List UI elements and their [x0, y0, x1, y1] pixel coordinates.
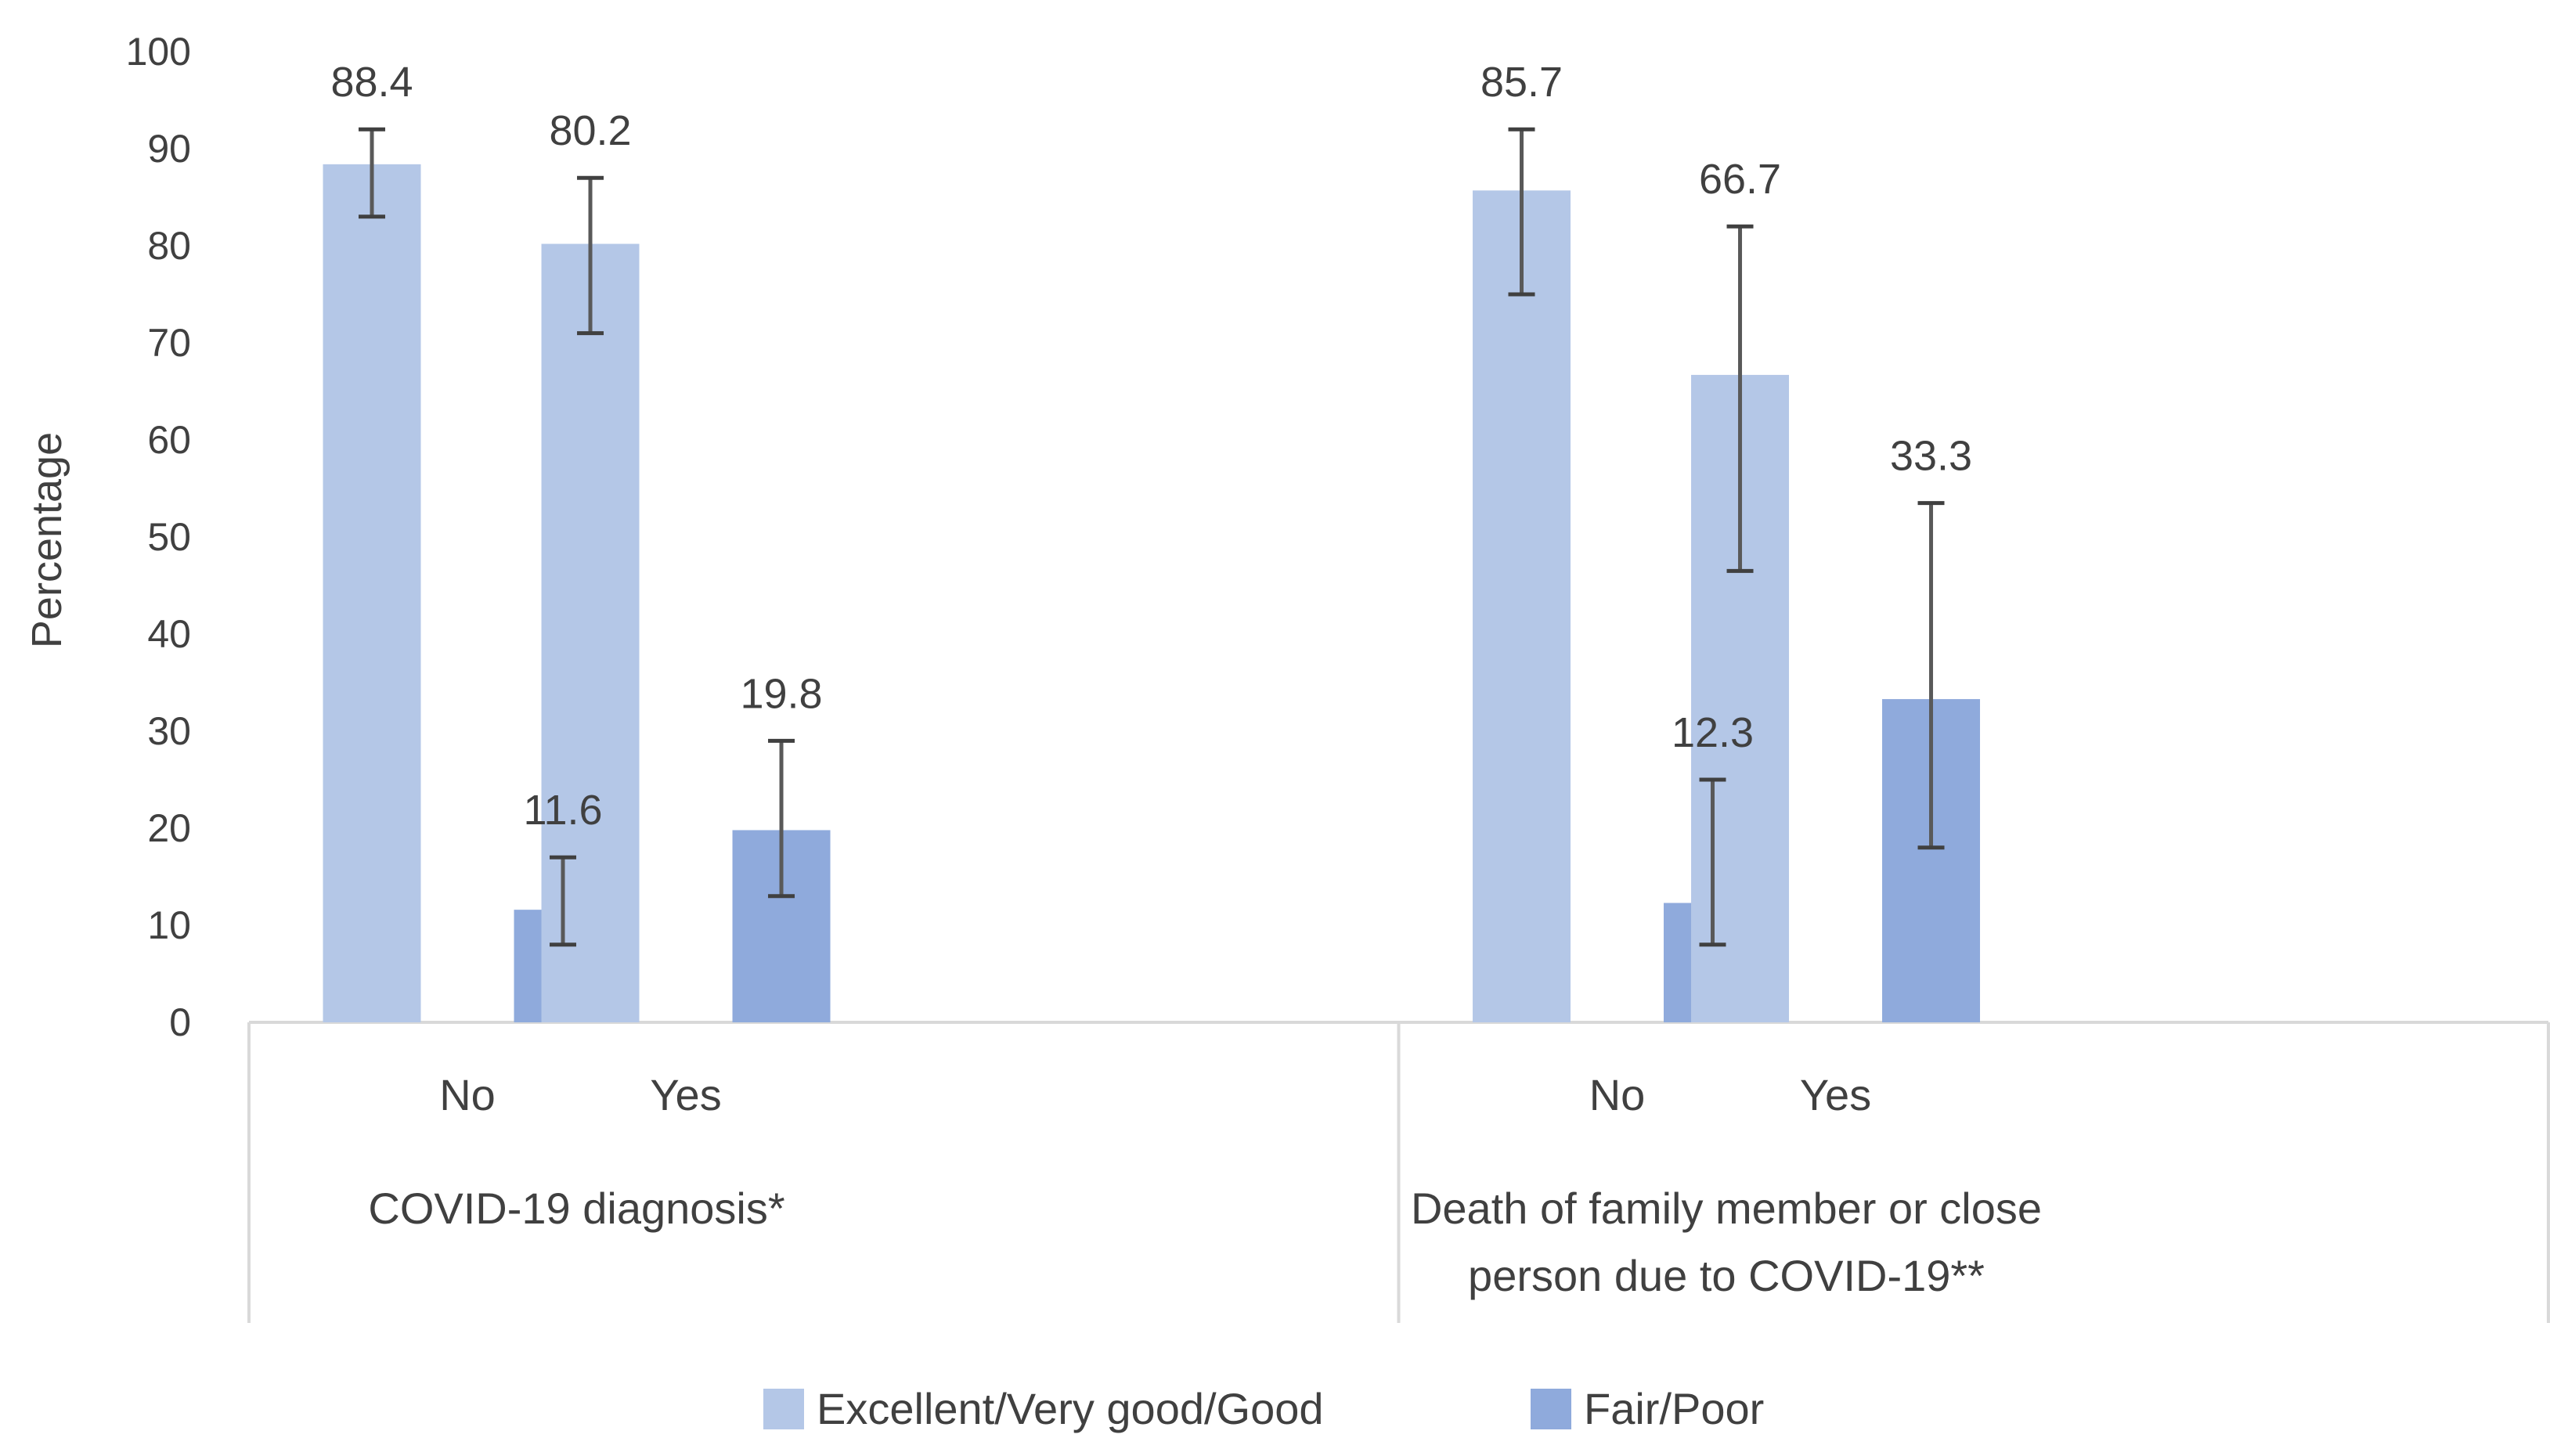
- x-axis-lines: [247, 1021, 2550, 1323]
- y-tick-label: 70: [147, 321, 191, 365]
- y-tick-label: 40: [147, 612, 191, 656]
- y-tick-label: 30: [147, 709, 191, 753]
- bar: [541, 243, 640, 1022]
- group-label: person due to COVID-19**: [1468, 1251, 1985, 1300]
- category-label: Yes: [650, 1070, 721, 1119]
- y-axis-title: Percentage: [23, 432, 70, 648]
- category-label: No: [439, 1070, 496, 1119]
- data-label: 80.2: [549, 107, 631, 154]
- group-labels: COVID-19 diagnosis* Death of family membe…: [368, 1184, 2042, 1300]
- data-label: 88.4: [330, 59, 413, 106]
- bar: [323, 164, 421, 1023]
- legend: Excellent/Very good/Good Fair/Poor: [763, 1384, 1764, 1433]
- bars: [323, 164, 1981, 1023]
- error-bars: [359, 127, 1945, 947]
- y-tick-label: 10: [147, 903, 191, 947]
- y-tick-label: 50: [147, 515, 191, 559]
- category-label: Yes: [1800, 1070, 1871, 1119]
- data-label: 12.3: [1672, 709, 1754, 756]
- group-label: Death of family member or close: [1411, 1184, 2042, 1233]
- bar: [1473, 190, 1571, 1022]
- data-label: 85.7: [1480, 59, 1563, 106]
- category-labels: No Yes No Yes: [439, 1070, 1871, 1119]
- legend-label: Excellent/Very good/Good: [817, 1384, 1324, 1433]
- category-label: No: [1589, 1070, 1646, 1119]
- y-tick-label: 20: [147, 806, 191, 850]
- legend-label: Fair/Poor: [1584, 1384, 1764, 1433]
- data-label: 11.6: [523, 787, 602, 834]
- y-tick-label: 80: [147, 224, 191, 268]
- data-labels: 88.4 11.6 80.2 19.8 85.7 12.3 66.7 33.3: [330, 59, 1972, 834]
- data-label: 66.7: [1699, 156, 1781, 203]
- y-tick-label: 60: [147, 418, 191, 462]
- data-label: 19.8: [740, 670, 822, 717]
- y-tick-label: 100: [126, 30, 191, 74]
- group-label: COVID-19 diagnosis*: [368, 1184, 784, 1233]
- data-label: 33.3: [1890, 433, 1972, 480]
- y-tick-label: 0: [169, 1000, 191, 1044]
- legend-swatch: [1531, 1389, 1571, 1429]
- legend-swatch: [763, 1389, 804, 1429]
- y-tick-label: 90: [147, 127, 191, 171]
- y-axis-ticks: 0 10 20 30 40 50 60 70 80 90 100: [126, 30, 191, 1044]
